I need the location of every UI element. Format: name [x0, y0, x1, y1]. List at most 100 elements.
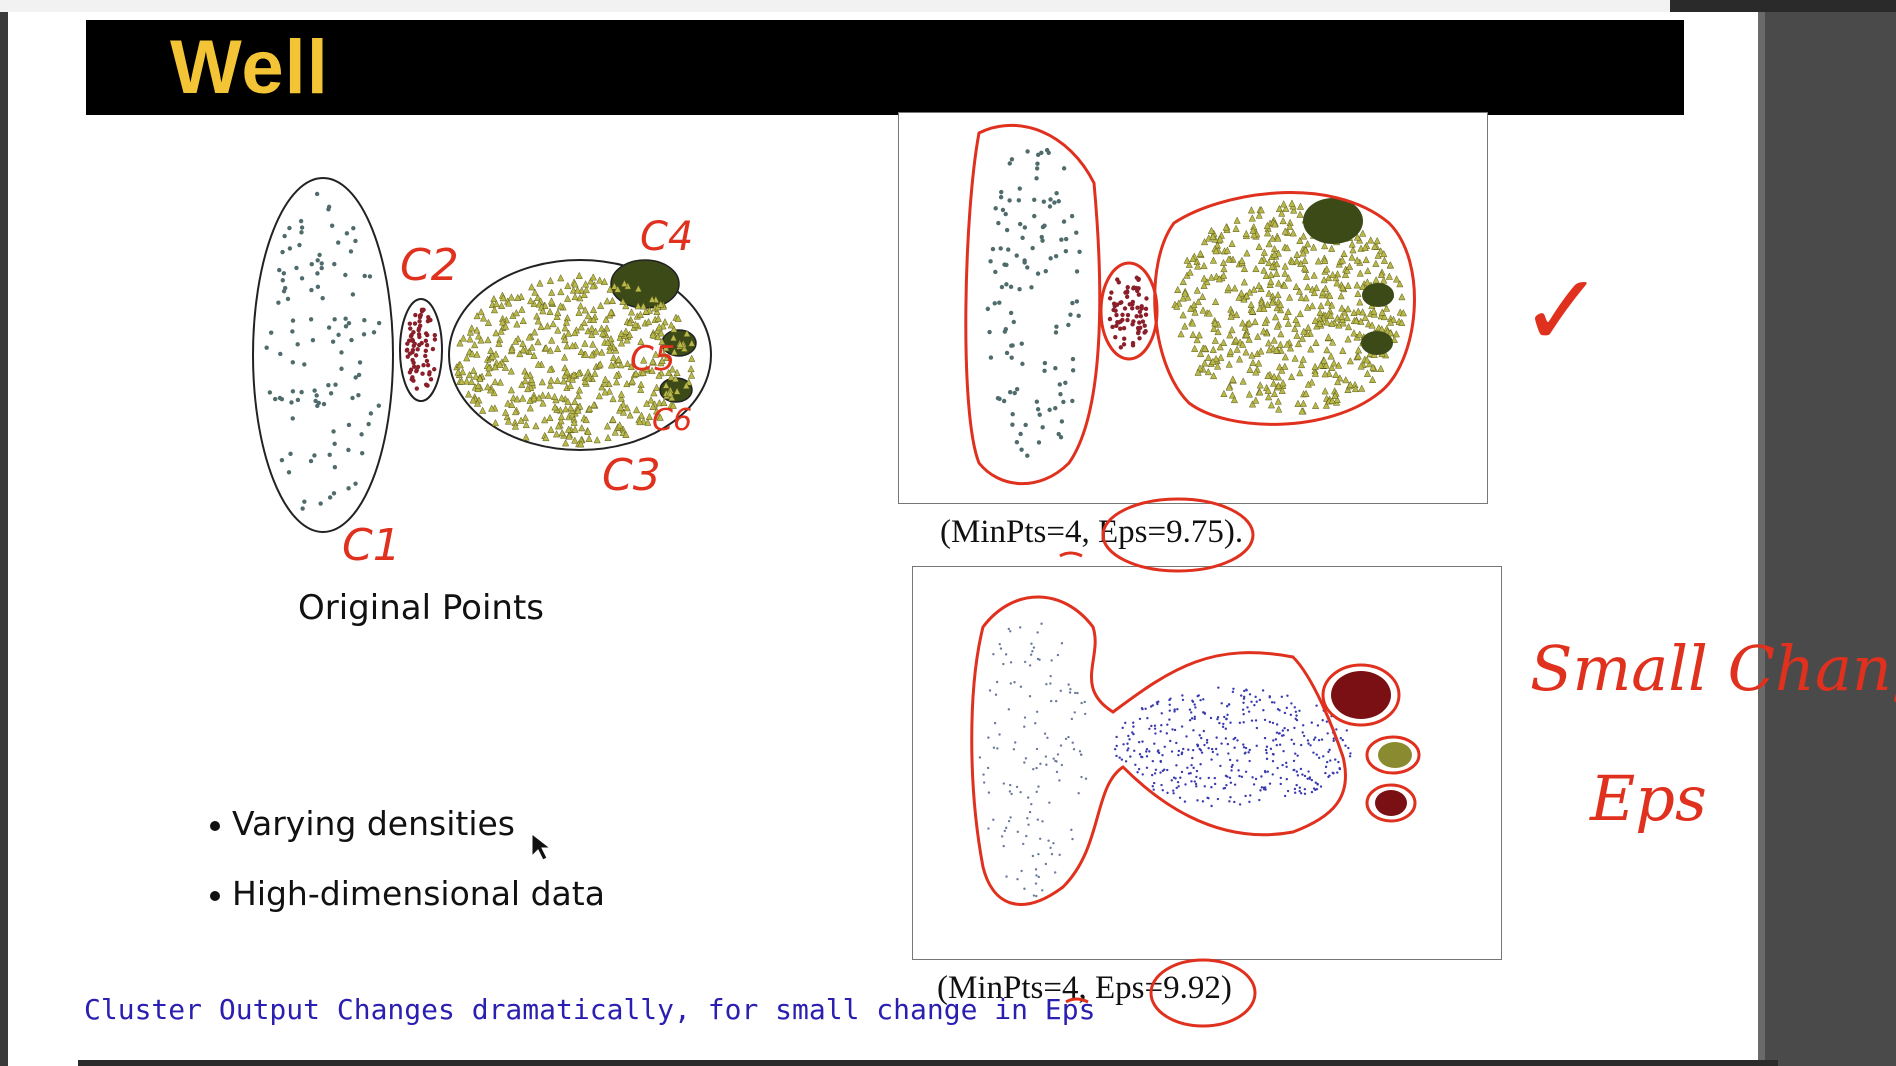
scatter-point — [1255, 281, 1263, 289]
scatter-point — [1009, 157, 1015, 162]
scatter-point — [1154, 768, 1158, 771]
scatter-point — [631, 320, 639, 328]
scatter-point — [1038, 658, 1041, 661]
scatter-point — [1030, 245, 1035, 251]
scatter-point — [1329, 759, 1332, 762]
scatter-point — [1373, 236, 1381, 245]
scatter-point — [1022, 258, 1027, 263]
scatter-point — [1310, 721, 1313, 724]
scatter-point — [1002, 782, 1006, 785]
scatter-point — [1160, 712, 1163, 715]
scatter-point — [1321, 719, 1324, 722]
scatter-point — [645, 412, 654, 421]
scatter-point — [539, 307, 547, 315]
scatter-point — [1365, 360, 1374, 368]
scatter-point — [1263, 736, 1267, 740]
scatter-point — [1264, 371, 1272, 379]
scatter-point — [1339, 283, 1347, 291]
scatter-point — [1334, 361, 1343, 369]
scatter-point — [1028, 810, 1032, 814]
scatter-point — [1209, 256, 1218, 264]
scatter-point — [1050, 852, 1054, 856]
scatter-point — [1314, 781, 1317, 784]
scatter-point — [1160, 724, 1163, 727]
scatter-point — [1014, 386, 1020, 392]
scatter-point — [556, 302, 565, 310]
scatter-point — [1137, 767, 1141, 771]
scatter-point — [1074, 269, 1080, 274]
scatter-point — [1010, 411, 1015, 417]
scatter-point — [1257, 256, 1266, 265]
scatter-point — [1200, 261, 1208, 270]
scatter-point — [1200, 736, 1203, 740]
scatter-point — [1076, 313, 1081, 319]
scatter-point — [590, 400, 598, 409]
scatter-point — [527, 296, 535, 305]
scatter-point — [1341, 738, 1344, 742]
scatter-point — [1001, 398, 1007, 404]
plot-top-canvas — [964, 123, 1416, 486]
scatter-point — [1115, 735, 1118, 739]
scatter-point — [1022, 225, 1028, 230]
scatter-point — [601, 375, 609, 383]
scatter-point — [1380, 276, 1388, 284]
scatter-point — [423, 331, 429, 336]
scatter-point — [1399, 309, 1407, 317]
scatter-point — [1386, 318, 1395, 326]
scatter-point — [580, 290, 588, 299]
scatter-point — [574, 391, 582, 400]
scatter-point — [1168, 703, 1171, 706]
scatter-point — [1055, 760, 1058, 763]
scatter-point — [637, 411, 646, 419]
scatter-point — [501, 354, 510, 363]
scatter-point — [546, 365, 554, 373]
scatter-point — [1271, 721, 1275, 725]
scatter-point — [423, 338, 429, 344]
scatter-point — [1292, 759, 1296, 763]
scatter-point — [1299, 355, 1307, 363]
scatter-point — [1076, 691, 1079, 695]
scatter-point — [1118, 345, 1124, 350]
scatter-point — [619, 408, 628, 416]
scatter-point — [1014, 741, 1017, 744]
scatter-point — [1259, 327, 1268, 335]
scatter-point — [1173, 728, 1177, 732]
scatter-point — [623, 403, 631, 412]
clustering-plot-eps-992 — [912, 566, 1502, 960]
scatter-point — [1216, 797, 1220, 801]
scatter-point — [1034, 176, 1039, 181]
scatter-point — [647, 396, 655, 404]
scatter-point — [1263, 229, 1272, 237]
scatter-point — [1265, 239, 1273, 248]
scatter-point — [987, 791, 991, 794]
scatter-point — [1028, 695, 1032, 698]
scatter-point — [1225, 717, 1228, 721]
scatter-point — [1070, 368, 1076, 373]
scatter-point — [1115, 277, 1120, 282]
scatter-point — [1291, 324, 1299, 332]
scatter-point — [485, 364, 493, 372]
scatter-point — [1267, 277, 1275, 285]
scatter-point — [299, 230, 304, 235]
scatter-point — [309, 261, 314, 267]
scatter-point — [1150, 724, 1153, 728]
scatter-point — [1265, 346, 1273, 354]
scatter-point — [542, 433, 550, 442]
scatter-point — [1276, 766, 1279, 770]
scatter-point — [1247, 300, 1255, 308]
scatter-point — [456, 361, 464, 369]
scatter-point — [490, 294, 498, 303]
scatter-point — [1372, 259, 1380, 267]
scatter-point — [1370, 307, 1378, 315]
scatter-point — [1317, 756, 1321, 760]
scatter-point — [359, 432, 364, 437]
scatter-point — [1290, 702, 1293, 705]
scatter-point — [1299, 743, 1303, 747]
scatter-point — [1080, 701, 1083, 705]
scatter-point — [1347, 746, 1350, 750]
scatter-point — [1048, 197, 1053, 202]
scatter-point — [1078, 750, 1082, 753]
scatter-point — [1317, 301, 1325, 310]
scatter-point — [1336, 771, 1339, 774]
scatter-point — [566, 381, 575, 390]
